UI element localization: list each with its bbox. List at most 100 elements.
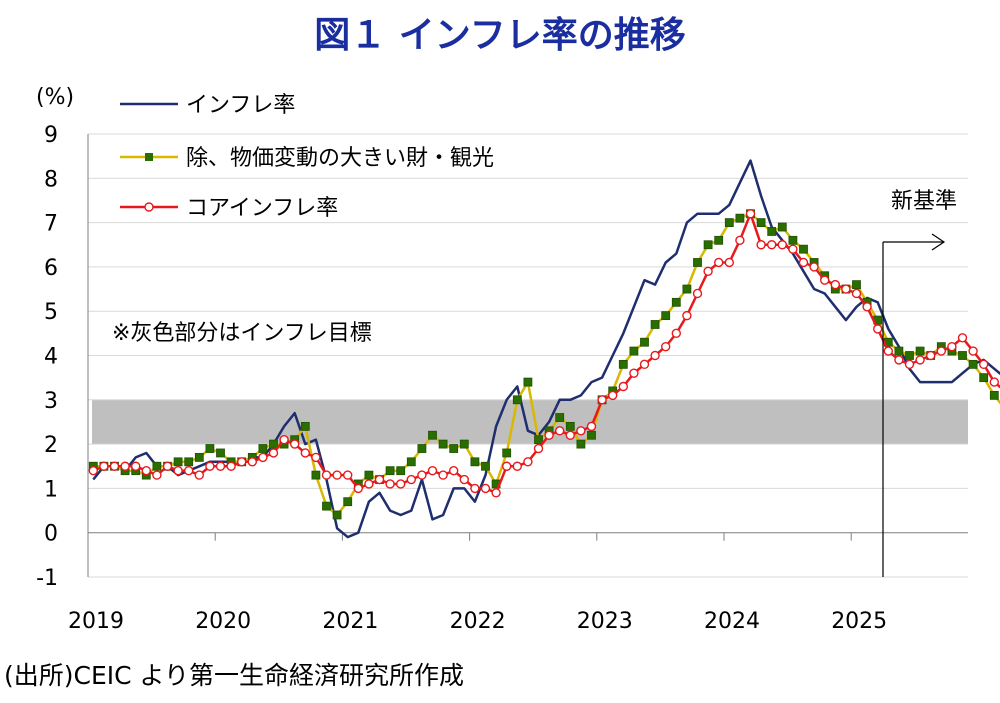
series-point (343, 497, 353, 507)
series-point (88, 465, 99, 476)
series-point (417, 470, 427, 480)
y-tick-label: 8 (44, 167, 58, 192)
series-point (989, 377, 999, 387)
series-point (215, 461, 226, 471)
series-point (640, 337, 649, 347)
series-layer (88, 159, 1000, 539)
series-point (417, 444, 427, 453)
series-point (926, 350, 936, 361)
series-point (216, 448, 225, 458)
series-point (353, 483, 363, 494)
series-point (894, 346, 904, 356)
series-point (470, 483, 480, 494)
series-point (703, 266, 713, 277)
series-point (555, 426, 565, 436)
series-point (544, 430, 554, 440)
series-point (438, 470, 448, 480)
y-axis-ticks: -1 0 1 2 3 4 5 6 7 8 9 (36, 123, 58, 591)
series-point (661, 311, 671, 321)
series-point (459, 439, 469, 449)
x-tick-label: 2020 (195, 609, 251, 634)
legend-marker (145, 153, 153, 161)
series-point (502, 461, 512, 471)
series-point (979, 359, 989, 370)
series-point (141, 465, 152, 476)
chart-title: 図１ インフレ率の推移 (314, 15, 686, 56)
x-tick-label: 2022 (450, 609, 506, 634)
series-point (184, 457, 194, 467)
series-point (512, 461, 522, 471)
target-band (92, 399, 968, 445)
series-point (873, 324, 883, 334)
y-tick-label: 2 (44, 433, 58, 458)
series-point (406, 474, 416, 485)
series-point (269, 439, 278, 449)
series-point (183, 465, 194, 476)
series-point (555, 413, 565, 422)
series-point (385, 479, 395, 489)
series-point (618, 381, 628, 392)
x-tick-label: 2019 (68, 609, 124, 634)
source-note: (出所)CEIC より第一生命経済研究所作成 (4, 661, 465, 690)
series-point (576, 439, 586, 449)
series-point (777, 222, 787, 232)
series-point (841, 284, 851, 294)
series-point (947, 341, 957, 352)
series-point (576, 426, 586, 436)
series-point (883, 346, 893, 356)
series-point (565, 421, 575, 431)
series-point (311, 452, 321, 463)
series-point (936, 346, 946, 356)
y-tick-label: 6 (44, 256, 58, 281)
series-point (449, 444, 459, 453)
series-point (247, 457, 258, 467)
series-point (650, 320, 660, 329)
series-point (745, 209, 756, 219)
series-point (152, 461, 162, 471)
new-standard-label: 新基準 (891, 189, 957, 214)
series-point (587, 430, 596, 440)
series-point (915, 346, 925, 356)
series-point (152, 470, 162, 480)
y-tick-label: 0 (44, 522, 58, 547)
series-point (968, 346, 978, 356)
series-point (830, 279, 840, 290)
series-point (364, 470, 374, 480)
series-line (92, 212, 1000, 495)
series-point (608, 390, 618, 401)
series-point (322, 501, 331, 511)
series-point (979, 373, 989, 383)
series-point (533, 443, 544, 454)
series-point (661, 341, 671, 352)
series-point (523, 377, 533, 387)
y-tick-label: 9 (44, 123, 58, 148)
series-point (798, 257, 809, 268)
x-tick-label: 2025 (831, 609, 887, 634)
series-point (682, 310, 692, 321)
series-line (92, 159, 1000, 539)
y-tick-label: 4 (44, 345, 58, 370)
series-point (565, 430, 575, 440)
legend-label: 除、物価変動の大きい財・観光 (186, 146, 494, 171)
target-band-label: ※灰色部分はインフレ目標 (112, 321, 372, 346)
series-point (523, 457, 533, 467)
series-point (724, 257, 734, 268)
series-point (343, 470, 353, 480)
series-point (851, 288, 862, 299)
series-point (268, 448, 279, 458)
series-point (300, 448, 310, 458)
series-point (597, 395, 607, 405)
series-point (693, 258, 702, 267)
series-point (968, 359, 978, 369)
series-point (905, 351, 914, 360)
series-point (586, 421, 597, 432)
series-point (618, 359, 628, 369)
legend-label: インフレ率 (186, 93, 295, 118)
series-point (534, 435, 543, 445)
series-point (279, 434, 289, 445)
series-point (629, 346, 639, 356)
legend-marker (144, 202, 154, 212)
series-point (809, 262, 819, 272)
